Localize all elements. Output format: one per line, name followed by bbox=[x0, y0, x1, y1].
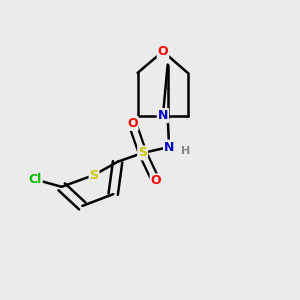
Text: O: O bbox=[127, 117, 138, 130]
Text: O: O bbox=[158, 45, 168, 58]
Text: N: N bbox=[164, 141, 174, 154]
Text: N: N bbox=[158, 109, 168, 122]
Text: H: H bbox=[181, 146, 190, 157]
Text: O: O bbox=[151, 174, 161, 188]
Text: S: S bbox=[90, 169, 99, 182]
Text: Cl: Cl bbox=[28, 173, 42, 186]
Text: S: S bbox=[138, 146, 147, 159]
